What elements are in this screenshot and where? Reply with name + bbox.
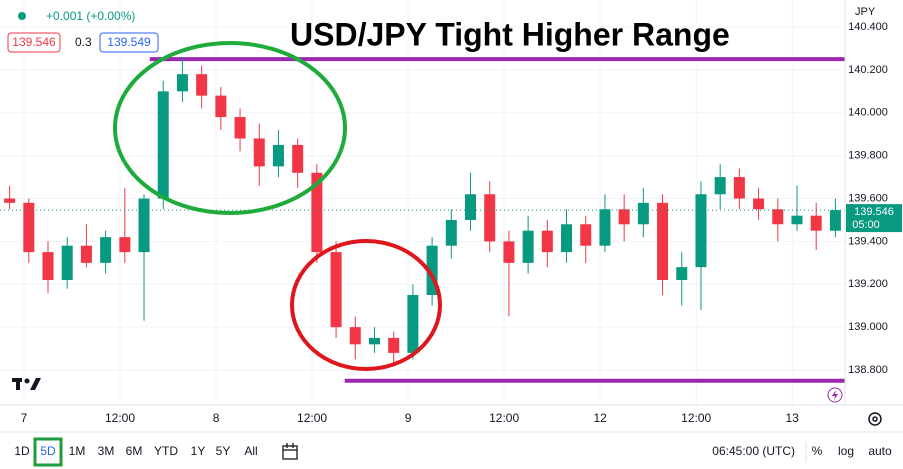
candle-body xyxy=(695,194,707,268)
candle-body xyxy=(503,241,515,263)
chart-title: USD/JPY Tight Higher Range xyxy=(290,16,730,52)
alert-icon-bolt xyxy=(832,390,838,400)
candle-body xyxy=(426,245,438,296)
candle-body xyxy=(292,144,304,173)
candle-body xyxy=(676,267,688,281)
highlight-ellipse xyxy=(290,239,442,371)
candle-body xyxy=(42,252,54,281)
bid-box[interactable] xyxy=(7,32,61,53)
settings-icon[interactable] xyxy=(868,412,882,426)
scale-option[interactable]: log xyxy=(838,444,854,458)
clock: 06:45:00 (UTC) xyxy=(712,444,795,458)
candle-body xyxy=(484,194,496,242)
candle-body xyxy=(618,209,630,225)
ask-box[interactable] xyxy=(99,32,159,53)
x-tick-label: 13 xyxy=(786,411,800,425)
range-button[interactable]: 1D xyxy=(14,444,30,458)
candle-body xyxy=(253,138,265,167)
candle-body xyxy=(138,198,150,253)
candle-body xyxy=(810,215,822,231)
x-tick-label: 12:00 xyxy=(681,411,711,425)
bid-price: 139.546 xyxy=(12,35,56,49)
x-tick-label: 12:00 xyxy=(105,411,135,425)
scale-option[interactable]: auto xyxy=(868,444,892,458)
candle-body xyxy=(311,172,323,253)
candle-body xyxy=(772,209,784,225)
candle-body xyxy=(61,245,73,281)
range-button[interactable]: 1Y xyxy=(191,444,206,458)
candle-body xyxy=(330,252,342,328)
x-tick-label: 12 xyxy=(593,411,607,425)
status-dot xyxy=(18,12,26,20)
candle-body xyxy=(580,224,592,246)
candle-body xyxy=(599,209,611,246)
y-tick-label: 138.800 xyxy=(848,364,888,376)
range-button[interactable]: 5Y xyxy=(216,444,231,458)
y-tick-label: 139.600 xyxy=(848,192,888,204)
candle-body xyxy=(561,224,573,253)
highlight-ellipse xyxy=(113,41,347,215)
ask-price: 139.549 xyxy=(107,35,151,49)
x-tick-label: 7 xyxy=(21,411,28,425)
candle-body xyxy=(791,215,803,225)
logo xyxy=(12,378,41,390)
candle-body xyxy=(234,117,246,139)
candle-body xyxy=(272,144,284,167)
candle-body xyxy=(176,74,188,92)
x-tick-label: 8 xyxy=(213,411,220,425)
y-tick-label: 139.000 xyxy=(848,321,888,333)
active-range-box xyxy=(33,437,63,467)
spread: 0.3 xyxy=(75,35,92,49)
candle-body xyxy=(714,177,726,195)
candle-body xyxy=(368,337,380,345)
candle-body xyxy=(445,219,457,246)
candle-body xyxy=(541,230,553,253)
change-label: +0.001 (+0.00%) xyxy=(46,9,135,23)
candle-body xyxy=(215,95,227,118)
candle-body xyxy=(753,198,765,210)
y-tick-label: 140.400 xyxy=(848,21,888,33)
last-price-label: 139.546 xyxy=(854,206,894,218)
y-tick-label: 139.800 xyxy=(848,150,888,162)
scale-option[interactable]: % xyxy=(812,444,823,458)
y-tick-label: 139.400 xyxy=(848,235,888,247)
range-button[interactable]: All xyxy=(244,444,257,458)
range-button[interactable]: 6M xyxy=(126,444,143,458)
y-tick-label: 140.000 xyxy=(848,107,888,119)
range-button[interactable]: 1M xyxy=(69,444,86,458)
candle-body xyxy=(23,202,35,253)
range-button[interactable]: 5D xyxy=(40,444,56,458)
range-button[interactable]: YTD xyxy=(154,444,178,458)
candle-body xyxy=(657,202,669,281)
plot-area xyxy=(0,0,845,405)
candle-body xyxy=(196,74,208,96)
candle-body xyxy=(733,177,745,199)
x-tick-label: 9 xyxy=(405,411,412,425)
candle-body xyxy=(522,230,534,263)
candle-body xyxy=(100,237,112,263)
candle-body xyxy=(4,198,16,203)
settings-icon-core xyxy=(872,416,878,422)
candle-body xyxy=(80,245,92,263)
countdown-label: 05:00 xyxy=(852,219,880,231)
candle-body xyxy=(119,237,131,253)
candle-body xyxy=(349,327,361,345)
candle-body xyxy=(637,202,649,225)
x-tick-label: 12:00 xyxy=(489,411,519,425)
calendar-icon[interactable] xyxy=(282,443,298,460)
currency-label: JPY xyxy=(855,6,876,18)
y-tick-label: 139.200 xyxy=(848,278,888,290)
y-tick-label: 140.200 xyxy=(848,64,888,76)
candle-body xyxy=(157,91,169,199)
toolbar: 1D 5D 1M 3M 6M YTD 1Y 5Y All% log auto xyxy=(14,437,892,467)
last-price-tag xyxy=(846,204,902,233)
x-tick-label: 12:00 xyxy=(297,411,327,425)
candle-body xyxy=(407,295,419,353)
candle-body xyxy=(465,194,477,220)
candle-body xyxy=(388,337,400,353)
range-button[interactable]: 3M xyxy=(98,444,115,458)
candle-body xyxy=(829,210,841,231)
